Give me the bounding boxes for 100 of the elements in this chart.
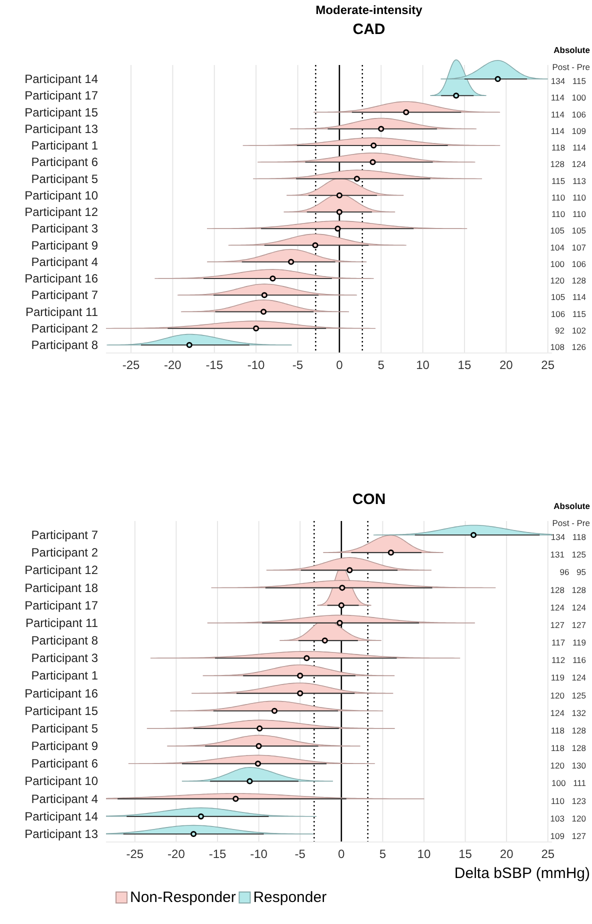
- y-tick-label: Participant 3: [31, 222, 98, 236]
- point: [270, 275, 276, 282]
- y-tick-label: Participant 4: [31, 792, 98, 806]
- x-tick-label: 0: [336, 358, 344, 372]
- text: Post - Pre: [552, 62, 590, 72]
- y-tick-label: Participant 17: [24, 88, 98, 103]
- y-tick-label: Participant 15: [24, 704, 98, 718]
- annotation: 109 127: [550, 831, 586, 841]
- x-tick-label: -20: [164, 358, 182, 372]
- text: Absolute: [554, 501, 590, 511]
- x-tick-label: 10: [417, 847, 431, 861]
- y-tick-label: Participant 13: [24, 827, 98, 841]
- y-tick-label: Participant 3: [31, 651, 98, 666]
- point: [297, 690, 304, 696]
- y-tick-label: Participant 5: [31, 172, 98, 186]
- point: [334, 226, 341, 232]
- x-tick-label: 25: [541, 358, 555, 372]
- x-axis-title: Delta bSBP (mmHg): [454, 865, 590, 882]
- annotation: 118 128: [550, 743, 586, 754]
- point: [312, 242, 318, 248]
- point: [336, 620, 343, 626]
- annotation: 106 115: [550, 308, 586, 319]
- annotation: 114 106: [550, 109, 586, 120]
- x-tick-label: -15: [208, 847, 226, 861]
- x-tick-label: 20: [500, 847, 514, 861]
- point: [198, 813, 204, 820]
- y-tick-label: Participant 6: [31, 756, 98, 771]
- x-tick-label: 20: [499, 358, 514, 372]
- legend-label: Non-Responder: [130, 889, 236, 906]
- annotation: 115 113: [552, 176, 586, 186]
- x-tick-label: -5: [292, 358, 304, 372]
- point: [494, 76, 501, 82]
- x-tick-label: -5: [294, 847, 306, 861]
- point: [232, 796, 239, 802]
- point: [403, 109, 410, 116]
- annotation: 104 107: [550, 242, 586, 252]
- point: [271, 708, 278, 714]
- y-tick-label: Participant 13: [24, 122, 98, 136]
- y-tick-label: Participant 1: [31, 668, 98, 683]
- annotation: 124 124: [550, 602, 586, 612]
- chart-subtitle: CAD: [352, 21, 386, 38]
- point: [256, 743, 262, 750]
- x-tick-label: 25: [541, 847, 555, 861]
- point: [254, 760, 262, 767]
- y-tick-label: Participant 2: [31, 546, 98, 560]
- x-tick-label: 15: [458, 847, 472, 861]
- annotation: 105 114: [550, 292, 586, 302]
- annotation: 108 126: [550, 342, 586, 352]
- annotation: 127 127: [550, 620, 586, 630]
- y-tick-label: Participant 9: [31, 739, 98, 754]
- annotation: 118 114: [552, 142, 586, 152]
- text: Post - Pre: [552, 518, 590, 528]
- x-tick-label: 5: [378, 358, 385, 372]
- annotation: 134 118: [550, 532, 586, 542]
- annotation: 128 124: [550, 159, 586, 170]
- y-tick-label: Participant 12: [24, 205, 98, 219]
- annotation: 117 119: [552, 638, 586, 648]
- y-tick-label: Participant 16: [24, 272, 98, 286]
- annotation: 114 100: [550, 92, 586, 103]
- y-tick-label: Participant 8: [31, 634, 98, 648]
- annotation: 120 128: [550, 276, 586, 286]
- chart-title: CON: [352, 491, 386, 508]
- y-tick-label: Participant 7: [31, 528, 98, 542]
- y-tick-label: Participant 7: [31, 288, 98, 302]
- text: 96 95: [560, 567, 586, 578]
- y-tick-label: Participant 4: [31, 254, 98, 269]
- annotation: 118 128: [550, 725, 586, 736]
- x-tick-label: 15: [458, 358, 472, 372]
- point: [256, 725, 263, 732]
- point: [346, 567, 353, 574]
- annotation: 114 109: [550, 126, 586, 136]
- annotation: 110 110: [552, 192, 586, 202]
- point: [336, 208, 342, 216]
- point: [370, 159, 376, 166]
- x-tick-label: 0: [338, 847, 346, 861]
- x-tick-label: -20: [168, 847, 186, 861]
- annotation: 131 125: [550, 550, 586, 560]
- y-tick-label: Participant 14: [24, 72, 98, 86]
- x-tick-label: -10: [250, 847, 268, 861]
- x-tick-label: -25: [122, 358, 140, 372]
- annotation: 134 115: [550, 76, 586, 86]
- annotation: 112 116: [552, 655, 586, 666]
- point: [288, 258, 294, 265]
- annotation: 120 130: [550, 760, 586, 771]
- annotation: 110 110: [552, 209, 586, 219]
- point: [370, 142, 377, 149]
- point: [297, 672, 304, 679]
- point: [378, 126, 384, 132]
- point: [336, 192, 342, 198]
- point: [338, 602, 344, 608]
- point: [261, 292, 268, 298]
- point: [453, 92, 460, 99]
- y-tick-label: Participant 12: [24, 563, 98, 578]
- y-tick-label: Participant 14: [24, 809, 98, 824]
- annotation: 100 106: [550, 258, 586, 269]
- chart-title: Moderate-intensity: [316, 3, 423, 17]
- point: [304, 655, 310, 662]
- text: Absolute: [554, 45, 590, 55]
- y-tick-label: Participant 11: [26, 616, 98, 630]
- x-tick-label: -15: [206, 358, 224, 372]
